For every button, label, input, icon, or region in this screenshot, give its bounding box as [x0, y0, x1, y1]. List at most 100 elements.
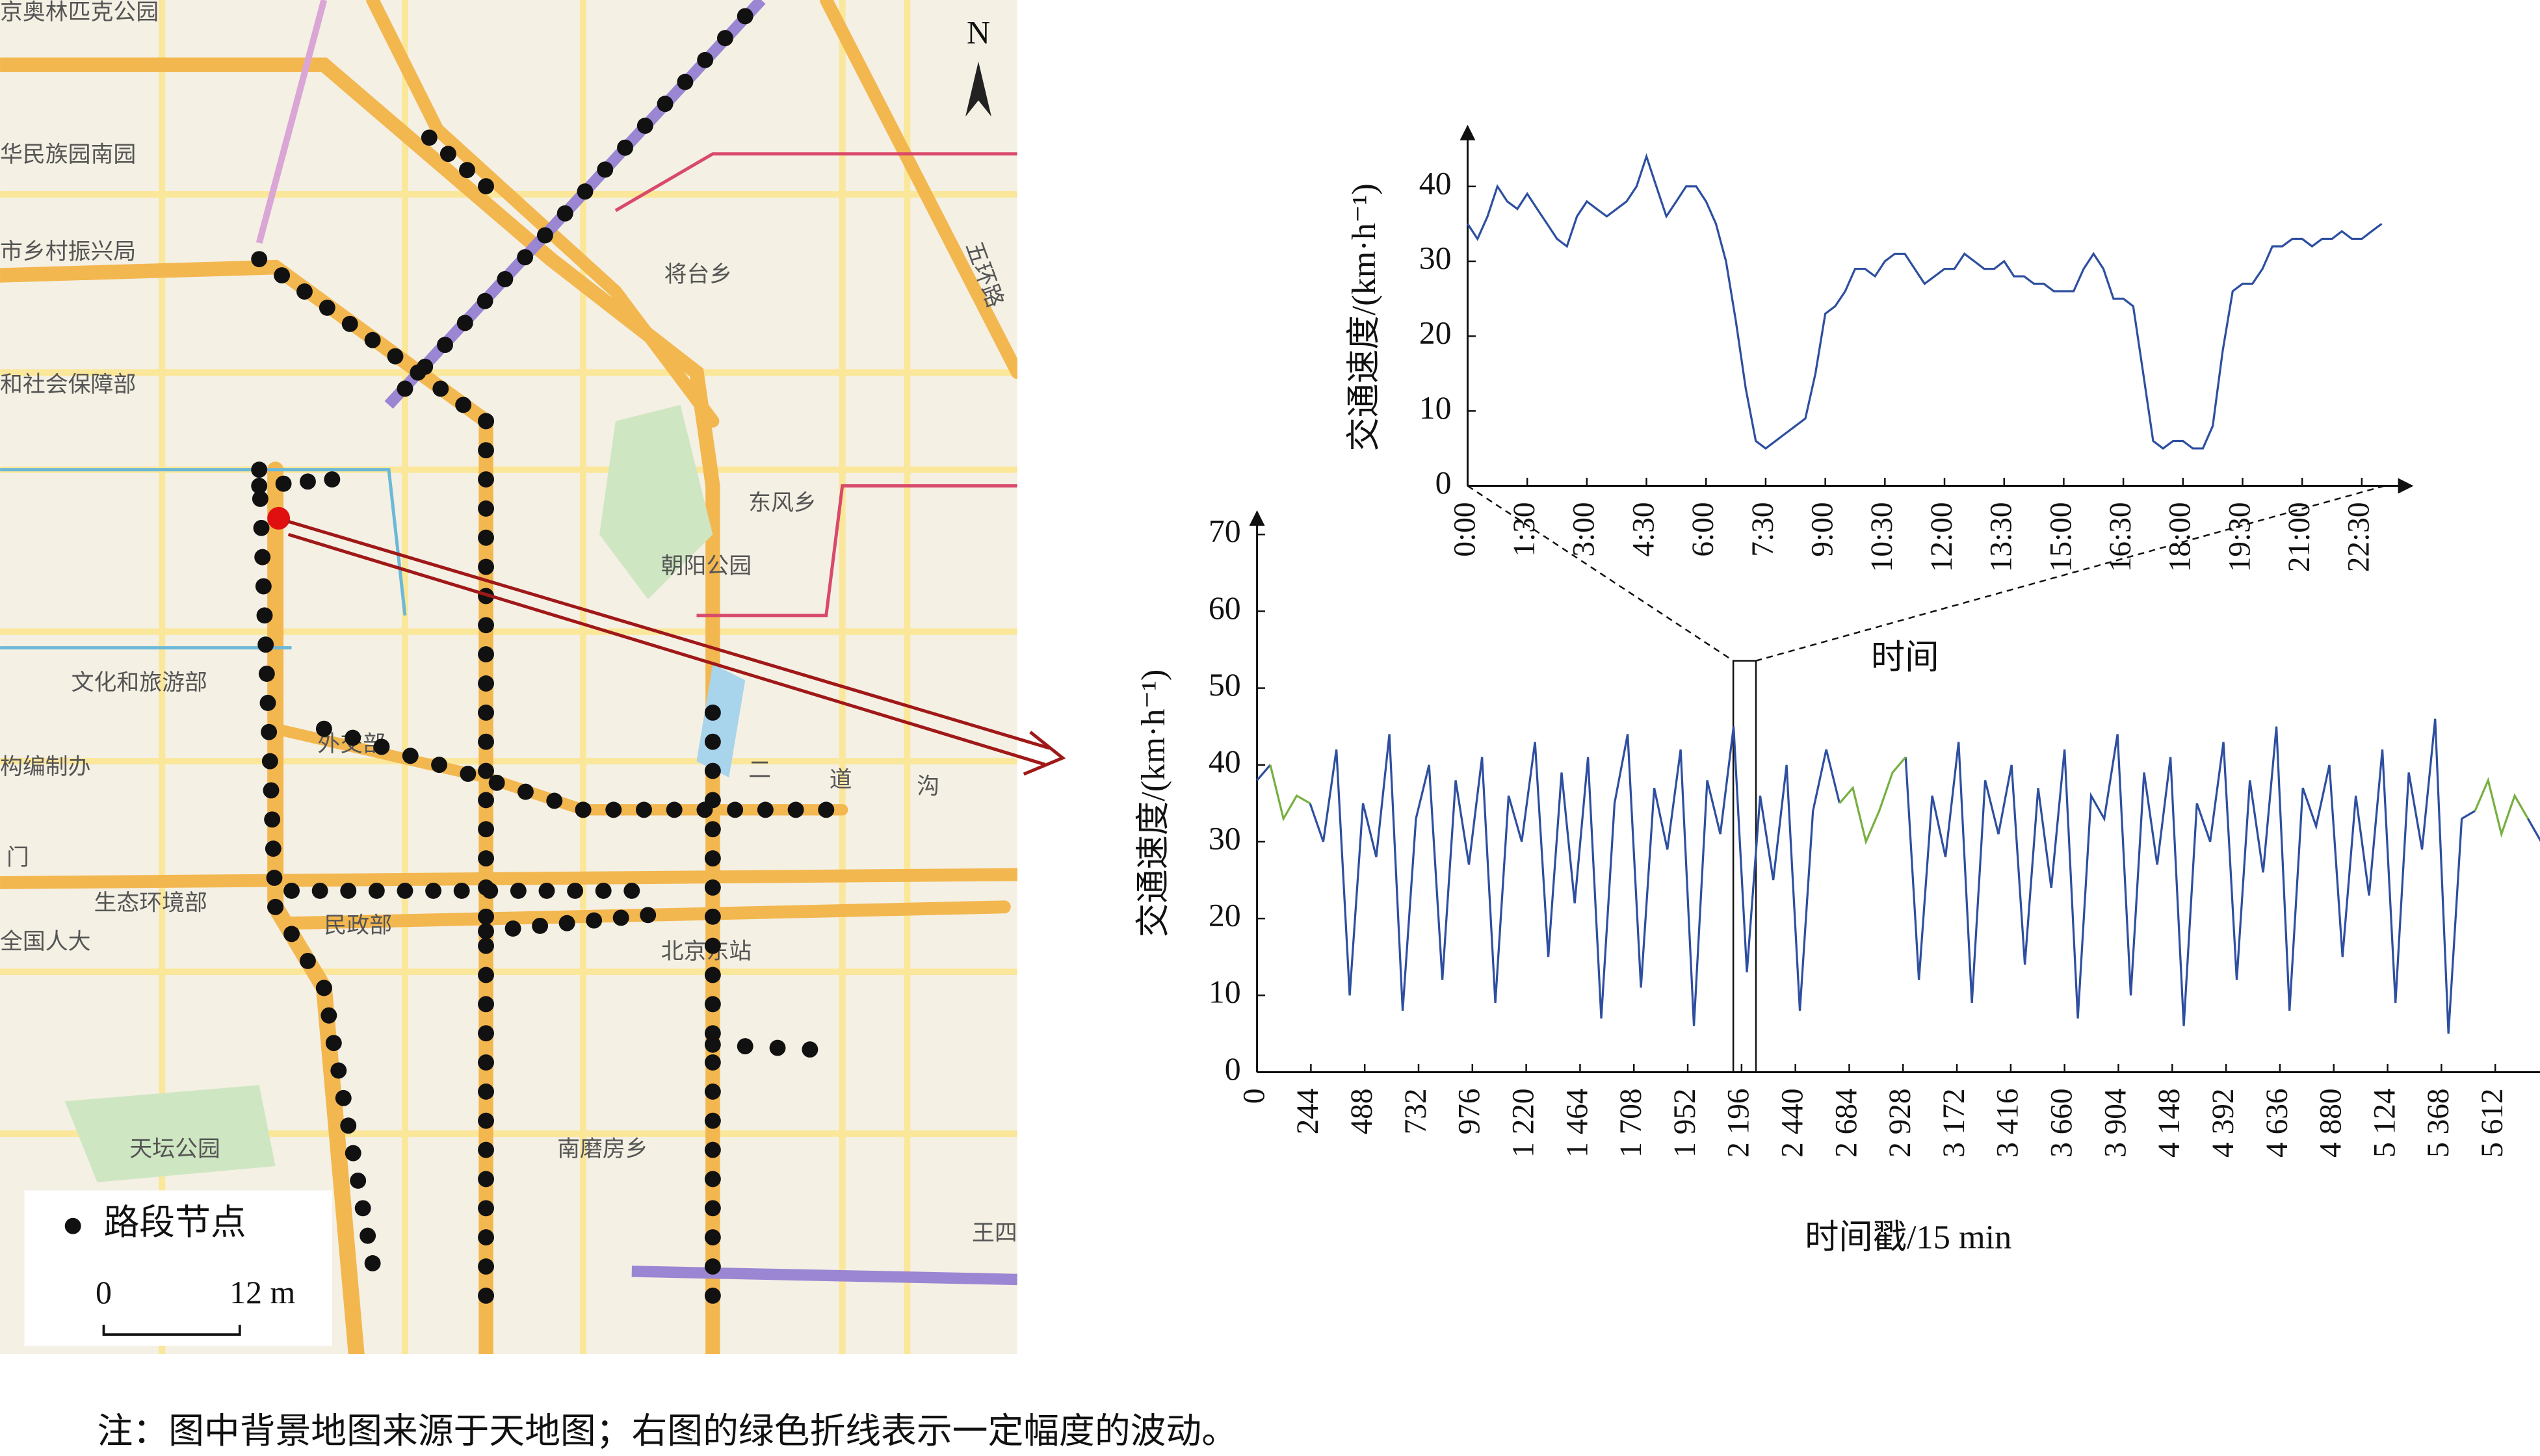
road-node: [478, 1229, 494, 1246]
selected-node: [267, 506, 291, 530]
road-node: [482, 882, 499, 899]
x-tick-label: 3 416: [1991, 1088, 2025, 1158]
y-tick-label: 60: [1209, 590, 1241, 626]
road-node: [556, 205, 573, 222]
road-node: [283, 926, 300, 942]
x-tick-label: 18:00: [2164, 502, 2197, 572]
y-tick-label: 10: [1419, 390, 1452, 426]
road-node: [577, 183, 594, 200]
x-tick-label: 15:00: [2044, 502, 2078, 572]
y-tick-label: 20: [1209, 898, 1241, 933]
road-node: [251, 462, 268, 478]
road-node: [704, 762, 721, 779]
road-node: [623, 882, 640, 899]
x-tick-label: 0: [1237, 1088, 1271, 1104]
road-node: [478, 558, 494, 575]
road-node: [478, 1200, 494, 1217]
road-node: [478, 500, 494, 517]
road-node: [439, 146, 456, 162]
road-node: [575, 801, 592, 818]
road-node: [597, 161, 614, 178]
road-node: [558, 915, 575, 931]
map-label: 生态环境部: [94, 890, 207, 916]
map-label: 王四: [972, 1221, 1017, 1247]
road-node: [360, 1227, 376, 1244]
road-node: [251, 251, 268, 268]
road-node: [704, 1112, 721, 1129]
road-nodes: [251, 8, 835, 1304]
road-node: [697, 51, 714, 68]
x-tick-label: 0:00: [1448, 502, 1482, 556]
road-node: [321, 1007, 337, 1024]
x-tick-label: 6:00: [1686, 502, 1720, 556]
road-node: [716, 30, 733, 47]
road-node: [256, 607, 273, 624]
road-node: [617, 139, 633, 156]
road-node: [437, 337, 453, 354]
north-arrow: [965, 61, 991, 117]
road-node: [586, 912, 603, 929]
x-tick-label: 4 392: [2206, 1088, 2240, 1158]
road-node: [460, 766, 477, 782]
road-node: [335, 1089, 352, 1106]
road-node: [478, 646, 494, 663]
x-tick-label: 4 880: [2314, 1088, 2348, 1158]
scale-label: 12 m: [229, 1275, 295, 1310]
road-node: [319, 299, 335, 316]
road-node: [478, 923, 494, 940]
map-label: 市乡村振兴局: [0, 239, 136, 265]
road-node: [478, 908, 494, 925]
road-node: [478, 996, 494, 1013]
x-tick-label: 488: [1345, 1088, 1379, 1134]
note: 注：图中背景地图来源于天地图；右图的绿色折线表示一定幅度的波动。: [98, 1411, 1238, 1451]
road-node: [704, 850, 721, 867]
x-tick-label: 3 904: [2099, 1088, 2132, 1158]
road-node: [704, 937, 721, 954]
road-node: [704, 1141, 721, 1158]
x-tick-label: 7:30: [1746, 502, 1780, 556]
road-node: [265, 840, 281, 857]
road-node: [532, 917, 549, 934]
road-node: [488, 774, 505, 791]
road-node: [421, 129, 438, 146]
x-tick-label: 1 220: [1506, 1088, 1540, 1157]
y-tick-label: 30: [1209, 820, 1241, 856]
x-axis-title: 时间戳/15 min: [1805, 1219, 2011, 1256]
road-node: [478, 821, 494, 838]
x-tick-label: 13:30: [1985, 502, 2019, 572]
road-node: [296, 283, 313, 300]
road-node: [802, 1041, 818, 1058]
map-label: 南磨房乡: [557, 1136, 648, 1162]
road-node: [341, 315, 358, 332]
road-node: [259, 694, 276, 711]
road-node: [478, 675, 494, 692]
road-node: [315, 720, 332, 737]
road-node: [261, 723, 278, 740]
x-tick-label: 22:30: [2342, 502, 2376, 572]
road-node: [264, 811, 281, 828]
road-node: [704, 1025, 721, 1042]
road-node: [261, 753, 278, 770]
x-tick-label: 5 368: [2422, 1088, 2455, 1158]
x-tick-label: 1 708: [1614, 1088, 1648, 1158]
x-tick-label: 976: [1453, 1088, 1487, 1134]
map-label: 朝阳公园: [661, 553, 752, 579]
map-label: 构编制办: [0, 754, 90, 780]
x-tick-label: 2 684: [1829, 1088, 1863, 1158]
road-node: [538, 882, 555, 899]
road-node: [311, 882, 328, 899]
x-tick-label: 5 612: [2476, 1088, 2509, 1158]
road-node: [364, 1255, 381, 1271]
road-node: [456, 315, 473, 332]
road-node: [704, 704, 721, 721]
map-label: 京奥林匹克公园: [0, 0, 159, 25]
road-node: [510, 882, 527, 899]
road-node: [252, 490, 268, 507]
road-node: [478, 1025, 494, 1042]
y-tick-label: 40: [1209, 744, 1241, 779]
road-node: [478, 442, 494, 459]
road-node: [478, 850, 494, 867]
link-arrow: [287, 519, 1066, 776]
road-node: [432, 380, 449, 397]
x-tick-label: 4 636: [2260, 1088, 2294, 1158]
